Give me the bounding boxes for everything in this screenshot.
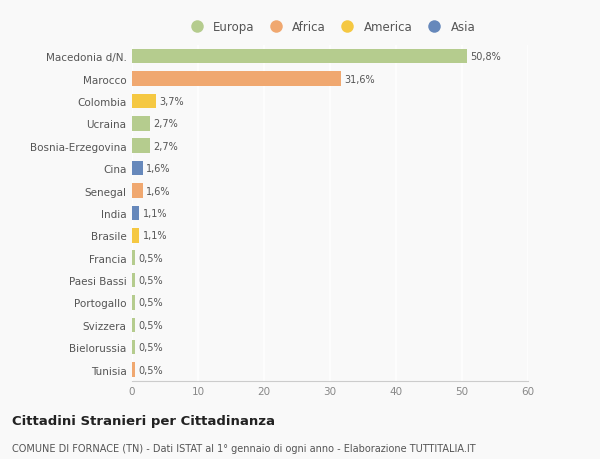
Text: 1,1%: 1,1% [143,208,167,218]
Text: COMUNE DI FORNACE (TN) - Dati ISTAT al 1° gennaio di ogni anno - Elaborazione TU: COMUNE DI FORNACE (TN) - Dati ISTAT al 1… [12,443,476,453]
Bar [132,206,139,221]
Bar [132,318,136,332]
Bar [132,340,136,355]
Bar [132,363,136,377]
Text: 3,7%: 3,7% [160,97,184,107]
Bar [132,162,143,176]
Text: 0,5%: 0,5% [139,253,163,263]
Text: Cittadini Stranieri per Cittadinanza: Cittadini Stranieri per Cittadinanza [12,414,275,428]
Text: 2,7%: 2,7% [153,141,178,151]
Bar [132,117,150,131]
Bar [132,72,341,87]
Bar [132,251,136,265]
Bar [132,296,136,310]
Bar [132,50,467,64]
Text: 1,6%: 1,6% [146,186,170,196]
Text: 50,8%: 50,8% [470,52,502,62]
Text: 0,5%: 0,5% [139,298,163,308]
Bar [132,273,136,288]
Bar [132,229,139,243]
Bar [132,95,157,109]
Text: 31,6%: 31,6% [344,74,374,84]
Text: 2,7%: 2,7% [153,119,178,129]
Bar [132,184,143,198]
Bar [132,139,150,154]
Text: 0,5%: 0,5% [139,342,163,353]
Text: 1,1%: 1,1% [143,231,167,241]
Text: 0,5%: 0,5% [139,320,163,330]
Legend: Europa, Africa, America, Asia: Europa, Africa, America, Asia [182,18,478,36]
Text: 0,5%: 0,5% [139,365,163,375]
Text: 1,6%: 1,6% [146,164,170,174]
Text: 0,5%: 0,5% [139,275,163,285]
